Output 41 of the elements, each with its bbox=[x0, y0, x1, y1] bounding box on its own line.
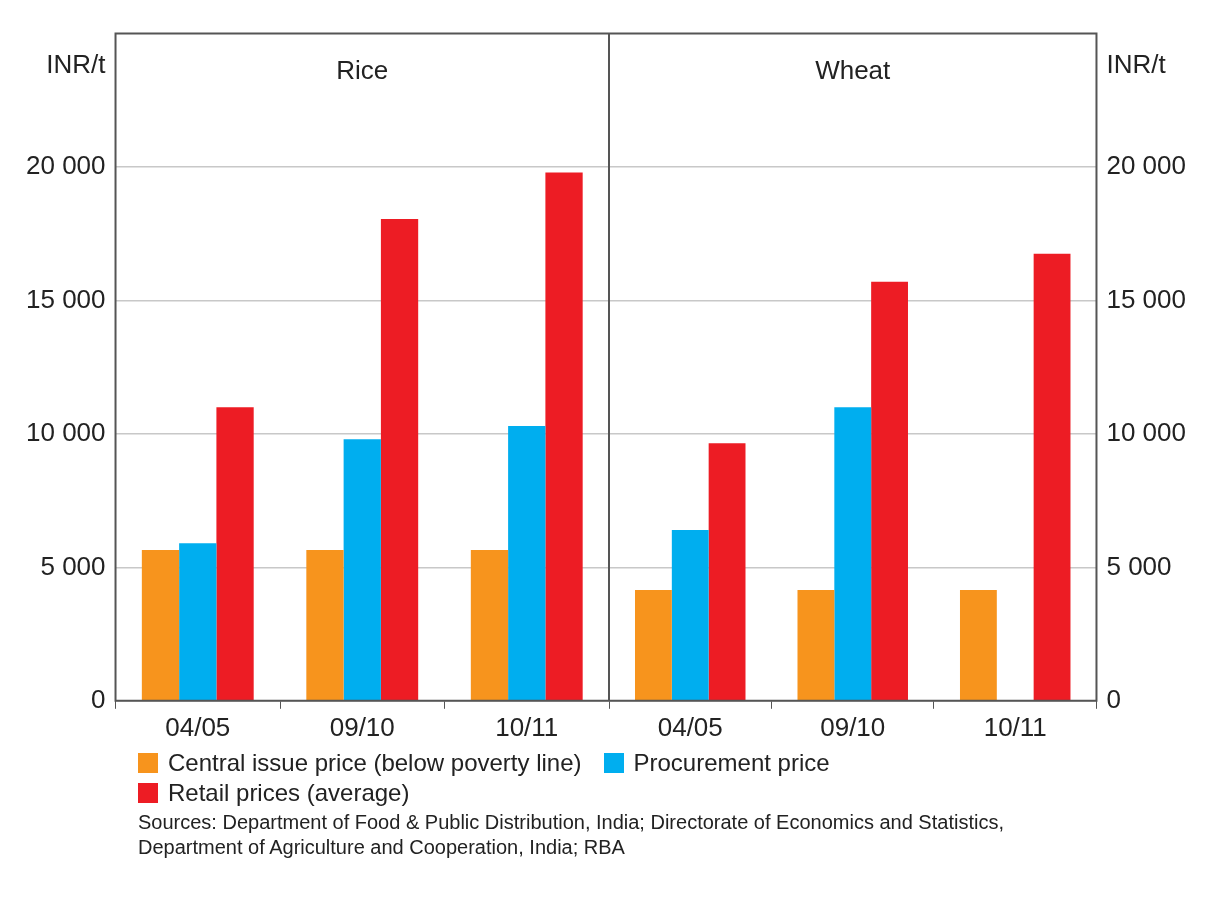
y-tick-label: 15 000 bbox=[25, 283, 106, 314]
bar bbox=[141, 550, 180, 701]
y2-tick-label: 20 000 bbox=[1106, 150, 1187, 181]
y-tick-label: 20 000 bbox=[25, 150, 106, 181]
x-tick-label: 10/11 bbox=[495, 711, 559, 742]
bar bbox=[179, 543, 217, 701]
y2-tick-label: 10 000 bbox=[1106, 417, 1187, 448]
text: Wheat bbox=[815, 54, 892, 85]
bar bbox=[545, 172, 583, 701]
y2-tick-label: 5 000 bbox=[1106, 550, 1172, 581]
y-tick-label: 5 000 bbox=[40, 550, 106, 581]
bar bbox=[1033, 253, 1071, 701]
bar bbox=[871, 281, 908, 701]
bar bbox=[834, 407, 872, 701]
legend-label: Central issue price (below poverty line) bbox=[168, 748, 582, 778]
bar bbox=[797, 590, 835, 701]
bar bbox=[708, 443, 746, 701]
bar bbox=[959, 590, 997, 701]
bar bbox=[470, 550, 509, 701]
bar bbox=[216, 407, 254, 701]
bar bbox=[671, 530, 709, 701]
y-tick-label: 10 000 bbox=[25, 417, 106, 448]
source-note: Sources: Department of Food & Public Distribution, India; Directorate of Economics and Statistics, Department of Agriculture and Cooperation, India; RBA bbox=[138, 810, 1005, 860]
x-tick-label: 04/05 bbox=[165, 711, 231, 742]
text: Rice bbox=[336, 54, 389, 85]
y2-tick-label: 0 bbox=[1106, 683, 1121, 714]
y2-axis-title: INR/t bbox=[1106, 48, 1167, 79]
y-tick-label: 0 bbox=[91, 683, 106, 714]
x-tick-label: 04/05 bbox=[657, 711, 723, 742]
legend-label: Retail prices (average) bbox=[168, 778, 410, 808]
legend-label: Procurement price bbox=[633, 748, 830, 778]
bar bbox=[306, 550, 344, 701]
y-axis-title: INR/t bbox=[46, 48, 107, 79]
x-tick-label: 09/10 bbox=[329, 711, 395, 742]
bar bbox=[508, 425, 546, 701]
bar bbox=[635, 590, 672, 701]
x-tick-label: 10/11 bbox=[983, 711, 1047, 742]
bar bbox=[343, 439, 381, 701]
bar bbox=[380, 219, 419, 701]
y2-tick-label: 15 000 bbox=[1106, 283, 1187, 314]
x-tick-label: 09/10 bbox=[820, 711, 886, 742]
